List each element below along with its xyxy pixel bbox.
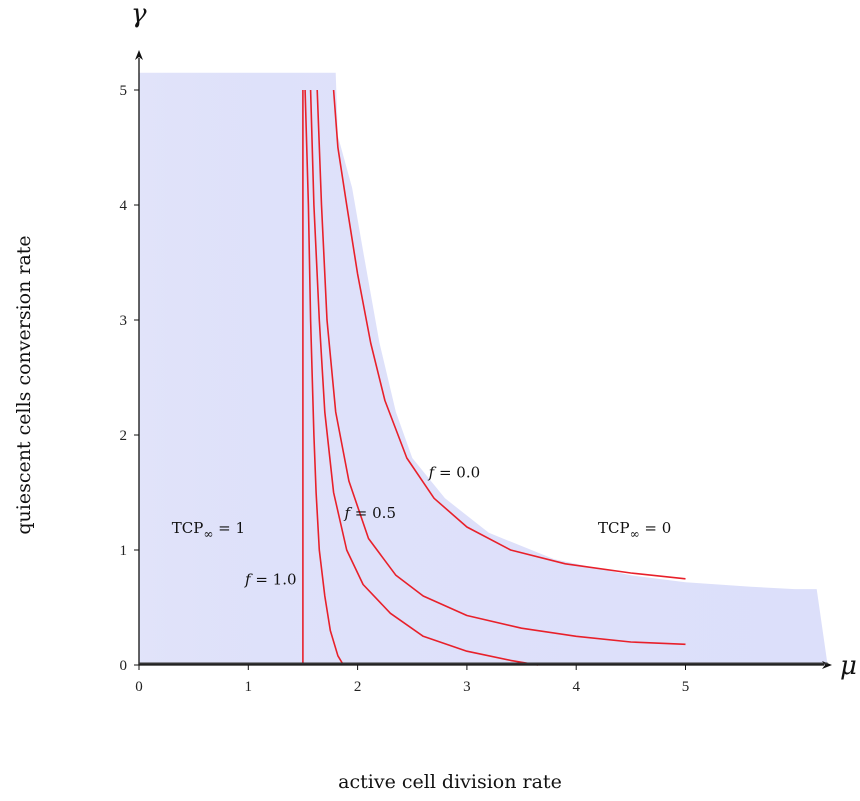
y-tick-label-2: 2 <box>120 428 128 444</box>
series-line-4 <box>332 89 686 580</box>
y-axis-label: quiescent cells conversion rate <box>13 235 35 534</box>
annotation-1: TCP∞ = 0 <box>598 519 671 541</box>
x-tick-label-4: 4 <box>572 679 580 695</box>
x-axis-symbol: μ <box>840 651 857 681</box>
annotation-2: f = 1.0 <box>244 571 297 589</box>
x-axis-label: active cell division rate <box>338 771 562 793</box>
x-tick-label-5: 5 <box>682 679 690 695</box>
feasible-region <box>139 72 828 666</box>
x-tick-label-3: 3 <box>463 679 471 695</box>
y-tick-label-4: 4 <box>120 198 128 214</box>
y-tick-label-1: 1 <box>120 543 128 559</box>
series-line-1 <box>304 89 345 666</box>
series-line-3 <box>316 89 686 646</box>
annotation-4: f = 0.0 <box>428 464 481 482</box>
y-axis-symbol: γ <box>131 0 147 29</box>
y-tick-label-3: 3 <box>120 313 128 329</box>
annotation-3: f = 0.5 <box>343 504 396 522</box>
x-tick-label-2: 2 <box>354 679 362 695</box>
y-tick-label-5: 5 <box>120 83 128 99</box>
x-tick-label-1: 1 <box>245 679 253 695</box>
y-axis-arrow <box>135 50 143 60</box>
series-line-2 <box>309 89 539 666</box>
y-tick-label-0: 0 <box>120 658 128 674</box>
annotation-0: TCP∞ = 1 <box>172 519 245 541</box>
x-tick-label-0: 0 <box>135 679 143 695</box>
